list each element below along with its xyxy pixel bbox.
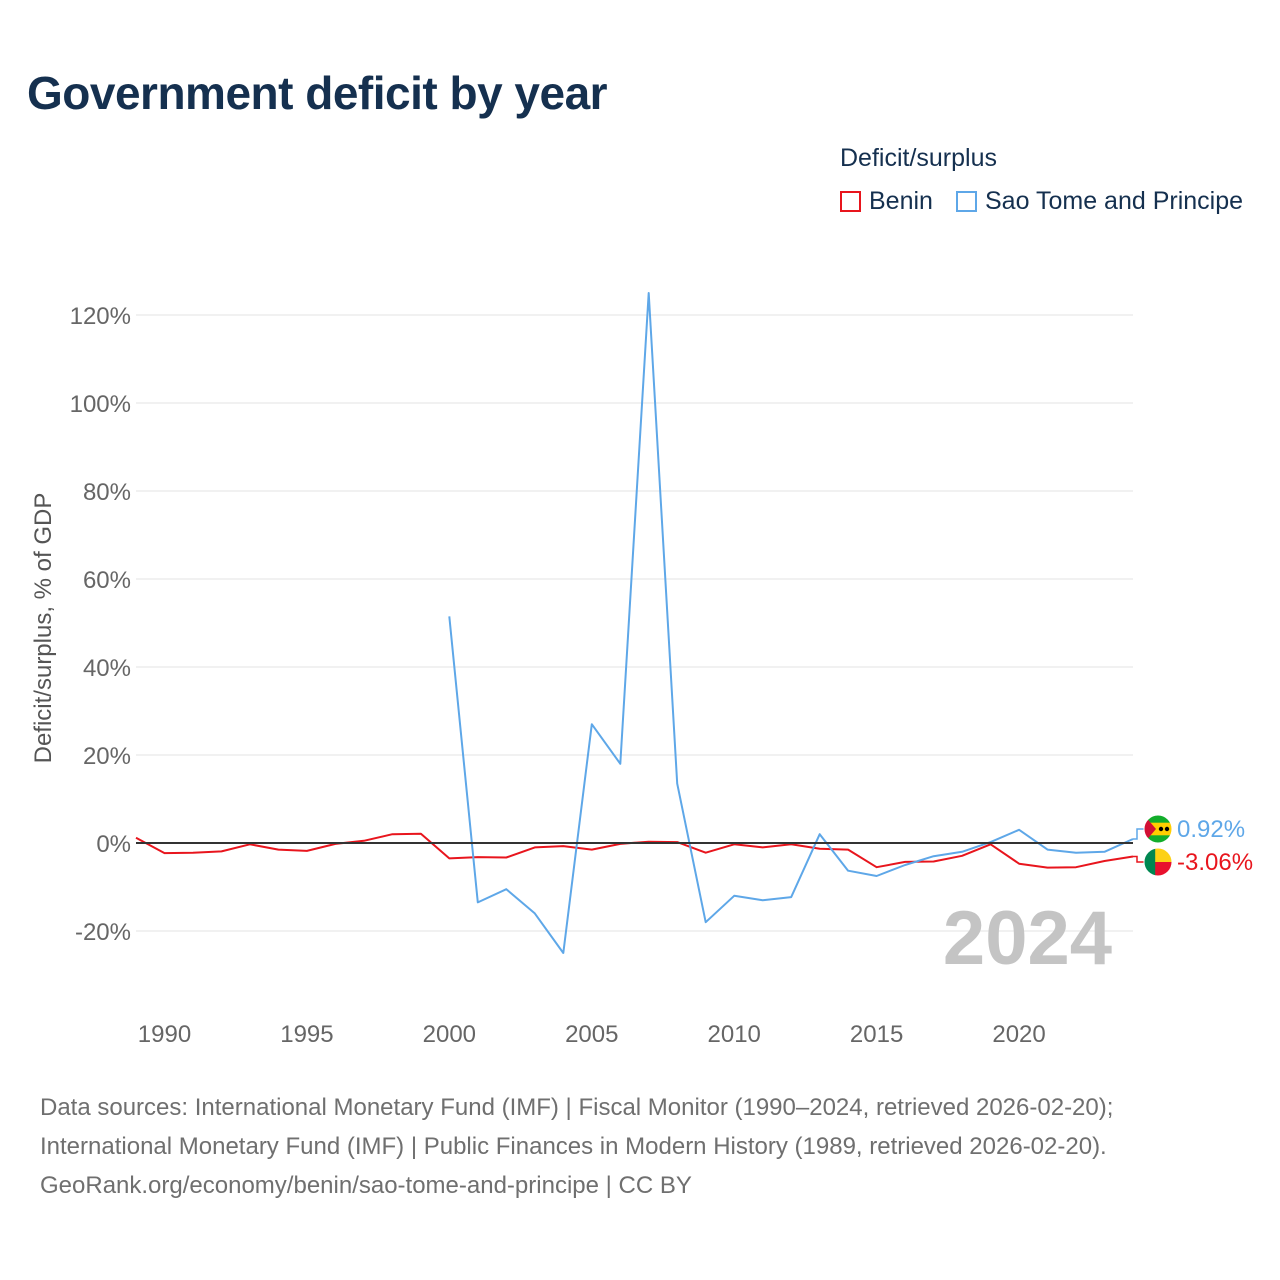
legend-title: Deficit/surplus bbox=[840, 144, 997, 172]
y-tick-label: 120% bbox=[70, 303, 131, 330]
legend-label-sao-tome: Sao Tome and Principe bbox=[985, 186, 1244, 215]
end-label-sao-tome: 0.92% bbox=[1177, 816, 1245, 843]
footer-line-1: Data sources: International Monetary Fun… bbox=[40, 1094, 1114, 1121]
y-axis-title: Deficit/surplus, % of GDP bbox=[30, 493, 57, 764]
y-tick-label: 100% bbox=[70, 391, 131, 418]
x-tick-label: 2000 bbox=[423, 1021, 476, 1048]
chart-title: Government deficit by year bbox=[27, 67, 608, 119]
y-tick-label: 80% bbox=[83, 479, 131, 506]
x-tick-label: 2005 bbox=[565, 1021, 618, 1048]
series-line-sao-tome bbox=[448, 292, 1134, 954]
legend-label-benin: Benin bbox=[869, 186, 933, 215]
x-tick-label: 2015 bbox=[850, 1021, 903, 1048]
x-tick-label: 1990 bbox=[138, 1021, 191, 1048]
y-tick-label: 60% bbox=[83, 567, 131, 594]
end-connector-sao-tome bbox=[1133, 828, 1145, 840]
x-tick-label: 2020 bbox=[992, 1021, 1045, 1048]
y-tick-label: 40% bbox=[83, 655, 131, 682]
footer-line-3: GeoRank.org/economy/benin/sao-tome-and-p… bbox=[40, 1172, 692, 1199]
legend-item-benin[interactable]: Benin bbox=[840, 186, 933, 216]
footer-line-2: International Monetary Fund (IMF) | Publ… bbox=[40, 1133, 1107, 1160]
y-tick-label: 0% bbox=[96, 831, 131, 858]
flag-benin-icon bbox=[1143, 847, 1173, 877]
legend-swatch-sao-tome bbox=[956, 190, 977, 212]
legend-swatch-benin bbox=[840, 190, 861, 212]
footer-sources: Data sources: International Monetary Fun… bbox=[40, 1088, 1113, 1205]
y-tick-label: 20% bbox=[83, 743, 131, 770]
x-tick-label: 2010 bbox=[708, 1021, 761, 1048]
end-label-benin: -3.06% bbox=[1177, 849, 1253, 876]
year-watermark: 2024 bbox=[943, 896, 1112, 981]
legend-item-sao-tome[interactable]: Sao Tome and Principe bbox=[956, 186, 1243, 216]
y-tick-label: -20% bbox=[75, 919, 131, 946]
series-line-benin bbox=[135, 832, 1134, 869]
flag-sao-tome-icon bbox=[1143, 814, 1173, 844]
x-tick-label: 1995 bbox=[280, 1021, 333, 1048]
end-connector-benin bbox=[1133, 855, 1145, 863]
